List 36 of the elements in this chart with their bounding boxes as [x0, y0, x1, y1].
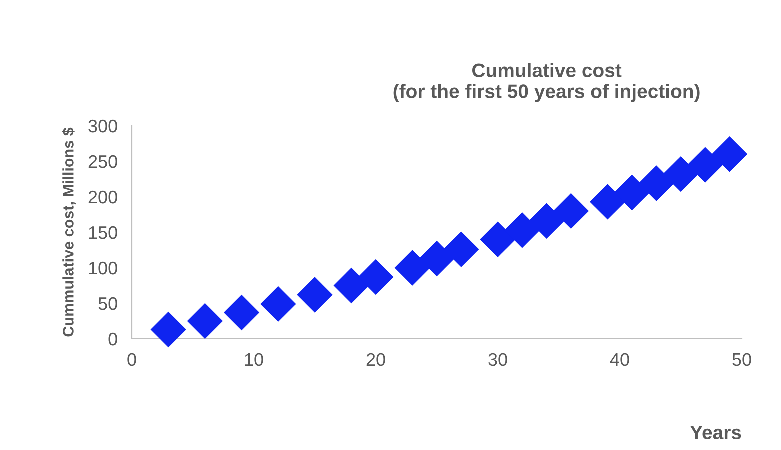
- point: [394, 250, 430, 286]
- y-tick-label: 0: [108, 332, 118, 346]
- point: [504, 212, 540, 248]
- point: [150, 312, 186, 348]
- y-axis-title: Cummulative cost, Millions $: [62, 128, 76, 337]
- point: [297, 277, 333, 313]
- point: [334, 268, 370, 304]
- x-tick-label: 10: [245, 353, 264, 366]
- x-axis-title: Years: [690, 426, 742, 440]
- point: [358, 259, 394, 296]
- point: [528, 203, 565, 239]
- point: [638, 166, 674, 202]
- point: [590, 184, 626, 220]
- point: [187, 303, 224, 340]
- x-tick-label: 40: [610, 353, 630, 366]
- point: [444, 232, 480, 268]
- point: [224, 294, 260, 331]
- point: [480, 222, 516, 258]
- y-tick-label: 150: [89, 226, 118, 240]
- chart-title: Cumulative cost (for the first 50 years of injection): [394, 63, 700, 102]
- x-tick-label: 50: [732, 353, 752, 366]
- y-tick-label: 200: [88, 190, 118, 204]
- point: [614, 174, 650, 211]
- y-tick-label: 100: [89, 262, 118, 275]
- y-tick-label: 50: [98, 297, 118, 310]
- point: [260, 286, 296, 322]
- x-tick-label: 20: [366, 353, 386, 366]
- point: [688, 147, 724, 183]
- point: [419, 240, 455, 277]
- point: [712, 136, 748, 172]
- point: [553, 193, 590, 230]
- y-tick-label: 300: [88, 120, 118, 133]
- point: [663, 156, 699, 192]
- x-tick-label: 30: [488, 353, 508, 366]
- x-tick-label: 0: [128, 353, 136, 366]
- y-tick-label: 250: [88, 155, 118, 168]
